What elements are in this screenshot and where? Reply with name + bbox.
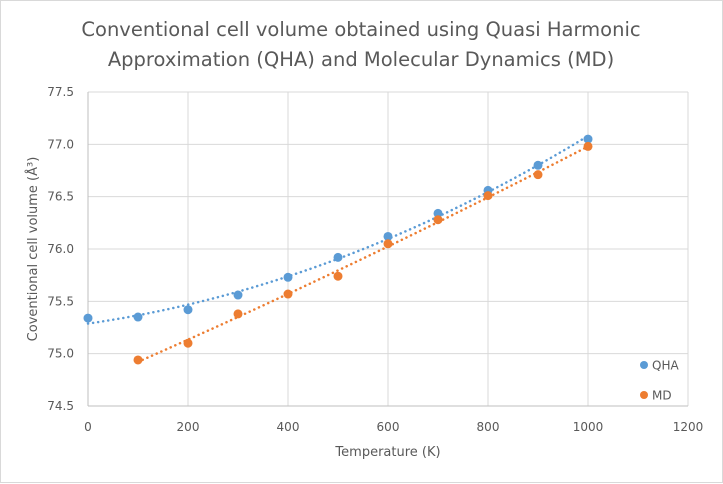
chart-title: Conventional cell volume obtained using … — [81, 18, 640, 71]
data-point-md — [133, 355, 143, 365]
trendlines — [86, 134, 590, 364]
data-point-md — [533, 170, 543, 180]
data-point-qha — [233, 290, 243, 300]
x-axis-ticks: 0 200 400 600 800 1000 1200 — [84, 420, 703, 434]
legend-label-qha: QHA — [652, 359, 679, 373]
data-point-qha — [283, 272, 293, 282]
y-tick-label: 75.0 — [47, 347, 74, 361]
data-point-md — [183, 338, 193, 348]
y-tick-label: 77.0 — [47, 137, 74, 151]
x-tick-label: 600 — [377, 420, 400, 434]
legend-label-md: MD — [652, 389, 672, 403]
data-point-qha — [83, 313, 93, 323]
data-point-qha — [583, 134, 593, 144]
data-point-md — [283, 289, 293, 299]
legend-marker-md — [640, 391, 648, 399]
data-point-qha — [333, 252, 343, 262]
y-tick-label: 74.5 — [47, 399, 74, 413]
data-points — [83, 134, 593, 365]
y-tick-label: 75.5 — [47, 294, 74, 308]
data-point-md — [433, 215, 443, 225]
x-tick-label: 0 — [84, 420, 92, 434]
x-axis-title: Temperature (K) — [334, 445, 440, 460]
data-point-qha — [383, 231, 393, 241]
x-tick-label: 1200 — [673, 420, 704, 434]
data-point-qha — [533, 160, 543, 170]
x-tick-label: 200 — [177, 420, 200, 434]
x-tick-label: 400 — [277, 420, 300, 434]
x-tick-label: 800 — [477, 420, 500, 434]
y-axis-ticks: 74.5 75.0 75.5 76.0 76.5 77.0 77.5 — [47, 85, 74, 413]
data-point-md — [383, 239, 393, 249]
trendline-md — [136, 145, 590, 364]
data-point-md — [233, 309, 243, 319]
data-point-md — [333, 271, 343, 281]
y-axis-title: Coventional cell volume (Å³) — [25, 157, 41, 342]
gridlines — [87, 91, 689, 407]
trendline-qha — [86, 134, 590, 325]
chart-title-line-2: Approximation (QHA) and Molecular Dynami… — [108, 48, 614, 71]
data-point-md — [583, 141, 593, 151]
chart-title-line-1: Conventional cell volume obtained using … — [81, 18, 640, 41]
y-tick-label: 76.0 — [47, 242, 74, 256]
data-point-md — [483, 191, 493, 201]
legend: QHA MD — [640, 359, 679, 403]
y-tick-label: 76.5 — [47, 190, 74, 204]
data-point-qha — [133, 312, 143, 322]
y-tick-label: 77.5 — [47, 85, 74, 99]
data-point-qha — [433, 208, 443, 218]
legend-marker-qha — [640, 361, 648, 369]
x-tick-label: 1000 — [573, 420, 604, 434]
data-point-qha — [183, 305, 193, 315]
